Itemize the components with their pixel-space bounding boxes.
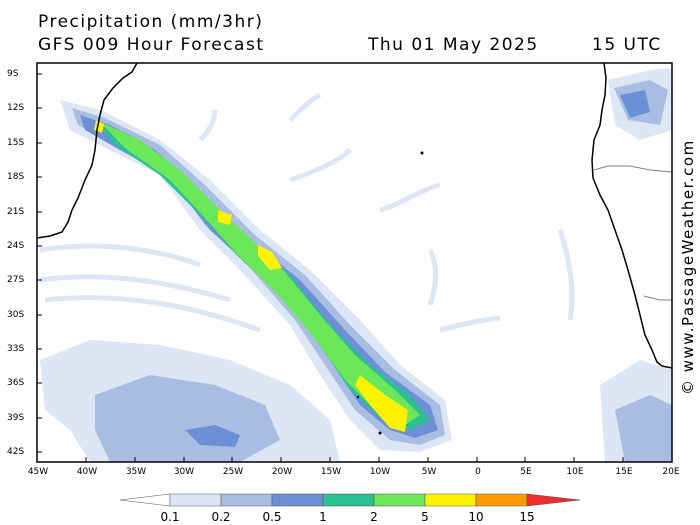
legend-label-0-5: 0.5 (262, 510, 282, 524)
map-title: Precipitation (mm/3hr) (38, 12, 264, 32)
lat-label-18s: 18S (7, 172, 25, 182)
lon-label-40w: 40W (76, 467, 98, 477)
africa-coast (591, 63, 672, 369)
legend-swatch-0-1 (169, 493, 222, 507)
legend-swatch-1 (322, 493, 375, 507)
coastlines (37, 63, 672, 369)
lat-label-30s: 30S (7, 310, 25, 320)
legend-label-2: 2 (370, 510, 378, 524)
precip-north-core (620, 90, 650, 118)
lon-label-15w: 15W (320, 467, 342, 477)
legend-swatch-below-0-1 (119, 493, 171, 507)
legend-swatch-5 (424, 493, 477, 507)
lat-label-24s: 24S (7, 241, 25, 251)
forecast-date: Thu 01 May 2025 (368, 35, 539, 55)
legend-swatch-above-15 (526, 493, 581, 507)
precip-core-yellow-north (218, 210, 232, 225)
lat-label-42s: 42S (7, 447, 25, 457)
forecast-label: GFS 009 Hour Forecast (38, 35, 265, 55)
precip-south-core (185, 425, 240, 447)
lon-label-30w: 30W (173, 467, 195, 477)
forecast-time: 15 UTC (592, 35, 662, 55)
legend-swatch-2 (373, 493, 426, 507)
legend-bar (119, 493, 581, 507)
island-st-helena (420, 151, 424, 155)
lon-label-0: 0 (475, 467, 481, 477)
legend-swatch-0-5 (271, 493, 324, 507)
map-frame (36, 62, 673, 463)
lat-label-36s: 36S (7, 378, 25, 388)
lon-label-25w: 25W (222, 467, 244, 477)
lat-label-39s: 39S (7, 413, 25, 423)
lat-label-12s: 12S (7, 103, 25, 113)
lat-label-9s: 9S (7, 69, 19, 79)
lon-label-45w: 45W (27, 467, 49, 477)
lat-label-27s: 27S (7, 275, 25, 285)
lon-label-5w: 5W (421, 467, 437, 477)
precip-core-yellow-south (355, 375, 408, 432)
island-tristan (356, 395, 360, 399)
lon-label-5e: 5E (520, 467, 532, 477)
legend-label-0-1: 0.1 (160, 510, 180, 524)
south-america-coast (37, 63, 138, 239)
precip-band-green (100, 122, 420, 425)
lon-label-20w: 20W (271, 467, 293, 477)
legend-label-0-2: 0.2 (211, 510, 231, 524)
legend-swatch-0-2 (220, 493, 273, 507)
border-north (593, 165, 673, 173)
lon-label-15e: 15E (615, 467, 633, 477)
axis-ticks (36, 73, 673, 462)
precipitation-layer (39, 68, 672, 462)
lon-label-10e: 10E (566, 467, 584, 477)
island-gough (378, 431, 382, 435)
legend-label-10: 10 (468, 510, 484, 524)
legend-swatch-10 (475, 493, 528, 507)
country-borders (593, 165, 673, 301)
precip-core-yellow-mid (258, 245, 282, 270)
lon-label-20e: 20E (662, 467, 680, 477)
precip-streaks (39, 92, 575, 333)
lat-label-33s: 33S (7, 344, 25, 354)
passageweather-credit: © www.PassageWeather.com (679, 139, 697, 395)
lon-label-10w: 10W (369, 467, 391, 477)
legend-label-5: 5 (421, 510, 429, 524)
border-south (643, 295, 672, 301)
legend-label-1: 1 (319, 510, 327, 524)
lat-label-21s: 21S (7, 207, 25, 217)
lat-label-15s: 15S (7, 138, 25, 148)
lon-label-35w: 35W (125, 467, 147, 477)
legend-label-15: 15 (519, 510, 535, 524)
precip-southeast-medium (615, 395, 672, 462)
